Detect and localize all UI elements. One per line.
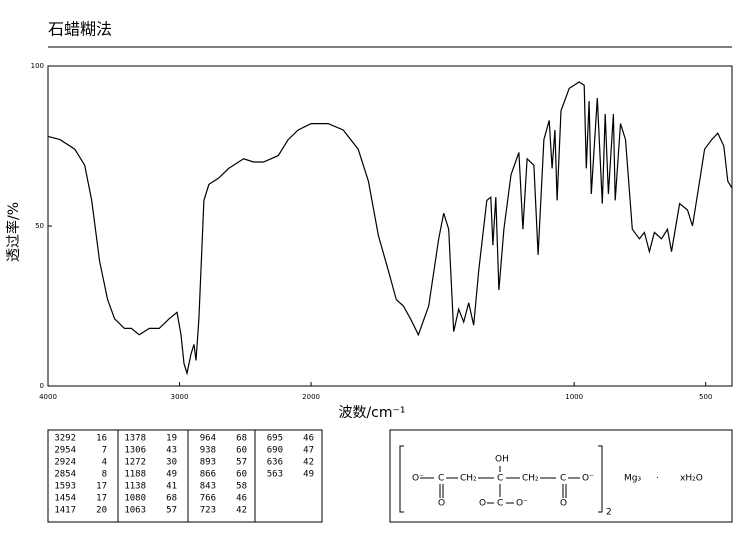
peak-transmittance: 30 (166, 458, 177, 468)
x-tick-label: 1000 (565, 393, 583, 401)
peak-transmittance: 8 (102, 470, 107, 480)
atom: O (560, 499, 567, 509)
atom: CH₂ (460, 474, 477, 484)
peak-transmittance: 68 (236, 434, 247, 444)
peak-wavenumber: 843 (200, 482, 216, 492)
peak-transmittance: 46 (303, 434, 314, 444)
peak-wavenumber: 1272 (124, 458, 146, 468)
peak-wavenumber: 893 (200, 458, 216, 468)
peak-transmittance: 19 (166, 434, 177, 444)
peak-transmittance: 43 (166, 446, 177, 456)
atom: O (479, 499, 486, 509)
peak-wavenumber: 695 (267, 434, 283, 444)
peak-transmittance: 49 (303, 470, 314, 480)
y-tick-label: 50 (35, 222, 44, 230)
peak-wavenumber: 563 (267, 470, 283, 480)
peak-transmittance: 49 (166, 470, 177, 480)
subscript: 2 (606, 508, 612, 518)
peak-transmittance: 17 (96, 482, 107, 492)
peak-wavenumber: 1138 (124, 482, 146, 492)
atom: O⁻ (516, 499, 528, 509)
peak-transmittance: 4 (102, 458, 107, 468)
peak-wavenumber: 1454 (54, 494, 76, 504)
atom: C (497, 474, 503, 484)
peak-transmittance: 60 (236, 446, 247, 456)
peak-wavenumber: 964 (200, 434, 216, 444)
peak-transmittance: 68 (166, 494, 177, 504)
peak-transmittance: 46 (236, 494, 247, 504)
peak-wavenumber: 1417 (54, 506, 76, 516)
atom: O (438, 499, 445, 509)
bond (420, 466, 580, 504)
atom: C (438, 474, 444, 484)
peak-transmittance: 7 (102, 446, 107, 456)
plot-frame (47, 65, 733, 387)
peak-wavenumber: 1080 (124, 494, 146, 504)
x-tick-label: 4000 (39, 393, 57, 401)
peak-wavenumber: 1378 (124, 434, 146, 444)
spectrum-line (47, 81, 733, 376)
peak-transmittance: 57 (236, 458, 247, 468)
water: xH₂O (680, 474, 703, 484)
metal: Mg₃ (624, 474, 641, 484)
x-axis-label: 波数/cm⁻¹ (338, 405, 405, 421)
peak-wavenumber: 3292 (54, 434, 76, 444)
peak-wavenumber: 2924 (54, 458, 76, 468)
peak-wavenumber: 1306 (124, 446, 146, 456)
peak-transmittance: 16 (96, 434, 107, 444)
structure: O⁻ C CH₂ C CH₂ C O⁻ OH O O C O⁻ O 2 Mg₃ … (389, 429, 733, 523)
peak-transmittance: 57 (166, 506, 177, 516)
peak-transmittance: 17 (96, 494, 107, 504)
peak-transmittance: 42 (303, 458, 314, 468)
y-tick-label: 0 (40, 382, 44, 390)
dot: · (656, 474, 659, 484)
peak-transmittance: 41 (166, 482, 177, 492)
atom: C (560, 474, 566, 484)
atom: CH₂ (522, 474, 539, 484)
peak-table (47, 429, 323, 523)
peak-transmittance: 42 (236, 506, 247, 516)
x-tick-label: 2000 (302, 393, 320, 401)
bracket (399, 445, 603, 513)
x-tick-label: 3000 (171, 393, 189, 401)
peak-wavenumber: 690 (267, 446, 283, 456)
peak-wavenumber: 2954 (54, 446, 76, 456)
x-tick-label: 500 (699, 393, 712, 401)
peak-wavenumber: 1593 (54, 482, 76, 492)
peak-transmittance: 47 (303, 446, 314, 456)
peak-wavenumber: 2854 (54, 470, 76, 480)
atom: O⁻ (412, 474, 424, 484)
peak-wavenumber: 766 (200, 494, 216, 504)
peak-wavenumber: 636 (267, 458, 283, 468)
peak-transmittance: 60 (236, 470, 247, 480)
structure-box (389, 429, 733, 523)
atom: O⁻ (582, 474, 594, 484)
peak-transmittance: 20 (96, 506, 107, 516)
peak-wavenumber: 723 (200, 506, 216, 516)
y-tick-label: 100 (31, 62, 44, 70)
chart-title: 石蜡糊法 (48, 20, 112, 39)
y-axis-label: 透过率/% (5, 202, 22, 262)
atom: OH (495, 455, 509, 465)
peak-wavenumber: 938 (200, 446, 216, 456)
peak-transmittance: 58 (236, 482, 247, 492)
peak-wavenumber: 1188 (124, 470, 146, 480)
peak-wavenumber: 866 (200, 470, 216, 480)
atom: C (497, 499, 503, 509)
peak-wavenumber: 1063 (124, 506, 146, 516)
